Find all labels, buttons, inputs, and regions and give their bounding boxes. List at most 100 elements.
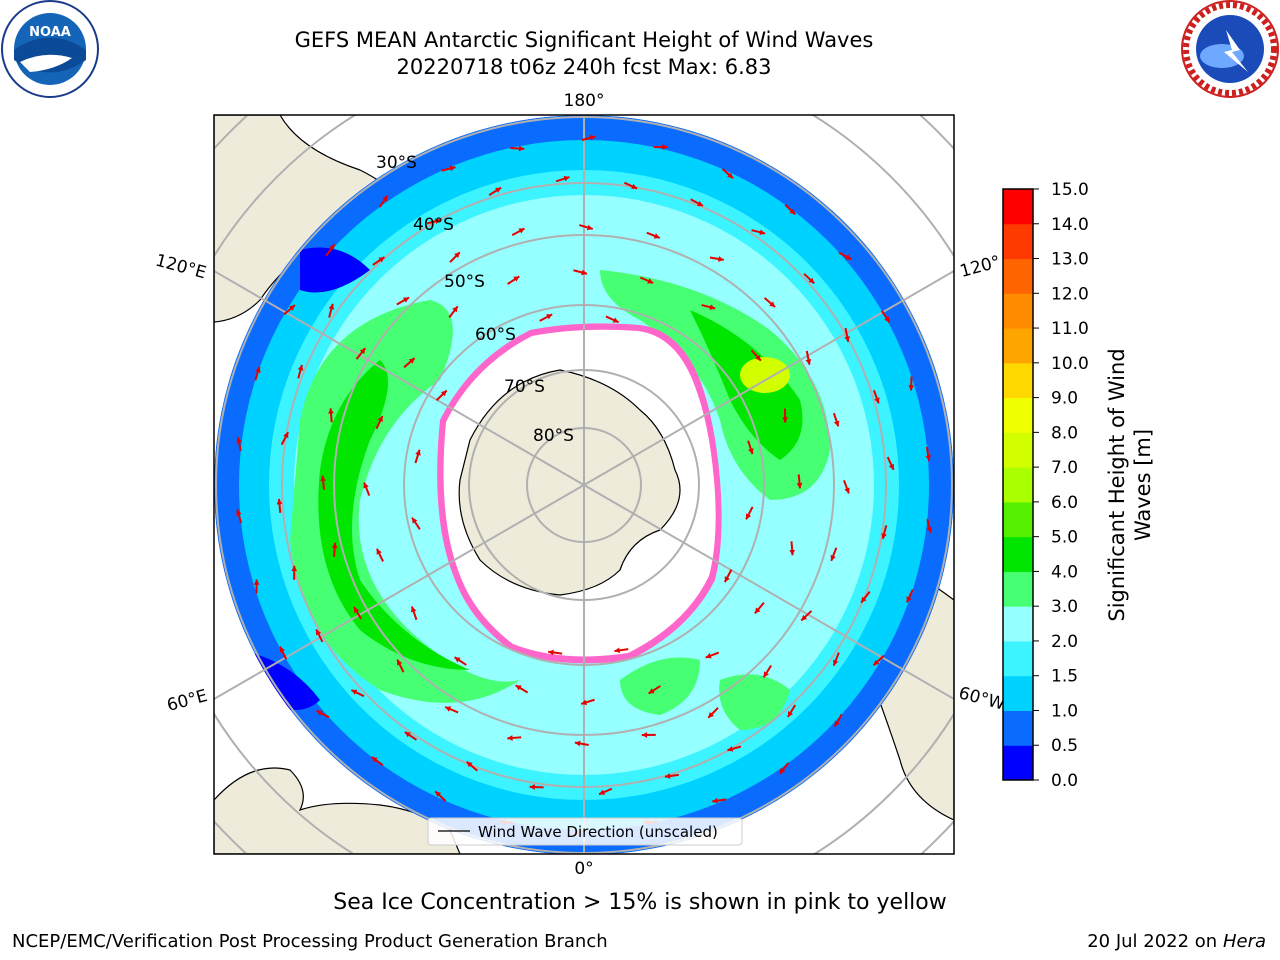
wind-wave-arrow-head [289,305,295,311]
wind-wave-arrow-head [515,685,522,691]
noaa-logo: NOAA [1,0,99,98]
wind-wave-arrow-head [454,657,461,663]
lat-label-50s: 50°S [444,272,485,292]
colorbar-block [1003,467,1033,503]
wind-wave-arrow-head [789,208,796,215]
wind-wave-arrow-head [724,576,730,583]
colorbar-tick-label: 7.0 [1051,458,1078,478]
colorbar-tick-label: 6.0 [1051,493,1078,513]
colorbar-tick-label: 1.5 [1051,667,1078,687]
wind-wave-arrow-head [748,448,754,455]
wind-wave-arrow-head [316,710,323,716]
graticule [214,115,954,854]
wind-wave-arrow-head [696,200,703,206]
wind-wave-arrow-head [589,135,596,141]
wind-wave-arrow-head [881,533,887,539]
colorbar-block [1003,501,1033,538]
wind-wave-arrow-head [612,317,619,323]
wind-wave-arrow-head [440,390,447,397]
wind-wave-arrow-head [408,358,415,364]
wind-wave-arrow-head [371,756,378,763]
wind-wave-arrow-head [908,385,915,391]
wind-wave-arrow-head [402,297,409,303]
wind-wave-arrow-head [253,579,260,585]
wind-wave-arrow-head [315,629,322,636]
footer-date: 20 Jul 2022 on Hera [1087,931,1266,952]
colorbar-tick-label: 8.0 [1051,423,1078,443]
wind-wave-arrow-head [874,397,880,404]
wind-wave-arrow-head [382,195,388,202]
chart-title: GEFS MEAN Antarctic Significant Height o… [294,28,874,52]
colorbar-block [1003,710,1033,746]
wind-wave-arrow-head [412,517,418,524]
colorbar-block [1003,640,1033,677]
wind-wave-arrow-head [513,276,520,282]
chart-subtitle: 20220718 t06z 240h fcst Max: 6.83 [396,55,772,79]
lat-label-40s: 40°S [413,215,454,235]
colorbar-block [1003,362,1033,399]
wind-wave-arrow-head [614,647,621,654]
wind-wave-arrow-head [805,358,812,365]
wind-wave-arrow-head [529,784,535,790]
wind-wave-arrow-head [727,746,734,752]
wind-wave-arrow-head [454,252,460,259]
wind-wave-arrow-head [397,659,403,666]
wind-wave-arrow-head [507,735,513,741]
colorbar-block [1003,606,1033,642]
wind-wave-arrow-head [581,699,588,706]
wind-wave-arrow-head [884,316,890,323]
wind-wave-arrow-head [653,233,660,239]
colorbar-block [1003,328,1033,364]
wind-wave-arrow-head [641,732,648,738]
lat-label-80s: 80°S [533,426,574,446]
wind-wave-arrow-head [833,420,840,427]
colorbar-label-line1: Significant Height of Wind [1105,348,1129,621]
wind-wave-arrow-head [279,646,285,653]
colorbar-tick-label: 13.0 [1051,250,1089,270]
wind-wave-arrow-head [581,269,588,276]
wind-wave-arrow-head [255,366,261,373]
wind-wave-arrow-head [873,659,880,666]
wind-wave-arrow-head [844,487,850,494]
wind-wave-arrow-head [599,789,606,795]
wind-wave-arrow-head [782,417,788,423]
wind-wave-arrow-head [376,548,382,555]
wind-wave-arrow-head [844,336,851,342]
wind-wave-arrow-head [435,791,442,798]
wind-wave-arrow-head [351,689,358,695]
map-area: Wind Wave Direction (unscaled) [214,115,954,854]
lon-label-0: 0° [574,859,593,879]
wind-wave-arrow-head [708,712,714,718]
colorbar-tick-label: 4.0 [1051,562,1078,582]
wind-wave-arrow-head [861,596,867,603]
wind-wave-arrow-head [415,449,421,456]
lon-label-60e: 60°E [165,686,210,716]
wind-wave-arrow-head [787,711,794,717]
colorbar-tick-label: 3.0 [1051,597,1078,617]
wind-wave-arrow-head [297,364,304,371]
lat-label-30s: 30°S [376,153,417,173]
wind-wave-arrow-head [378,257,385,263]
wind-wave-arrow-head [291,565,298,572]
colorbar-tick-label: 14.0 [1051,215,1089,235]
colorbar-block [1003,223,1033,260]
wind-wave-arrow-head [754,607,761,614]
wind-wave-arrow-head [718,256,724,262]
wind-wave-arrow-head [834,720,840,727]
wind-wave-arrow-head [276,498,283,505]
colorbar-block [1003,536,1033,572]
colorbar-block [1003,675,1033,711]
wind-wave-arrow-head [235,509,242,516]
colorbar-block [1003,397,1033,433]
wind-wave-arrow-head [466,761,473,768]
wind-wave-arrow-head [727,172,734,179]
lon-label-120e: 120°E [153,251,208,284]
map-frame [213,114,955,855]
wind-wave-arrow-head [906,596,912,603]
wind-wave-arrow-head [709,304,716,310]
colorbar-block [1003,571,1033,607]
wind-wave-arrow-head [796,482,803,489]
wind-wave-arrow-head [495,187,502,193]
wind-wave-arrow-head [888,463,894,470]
wind-wave-arrow-head [925,455,932,461]
